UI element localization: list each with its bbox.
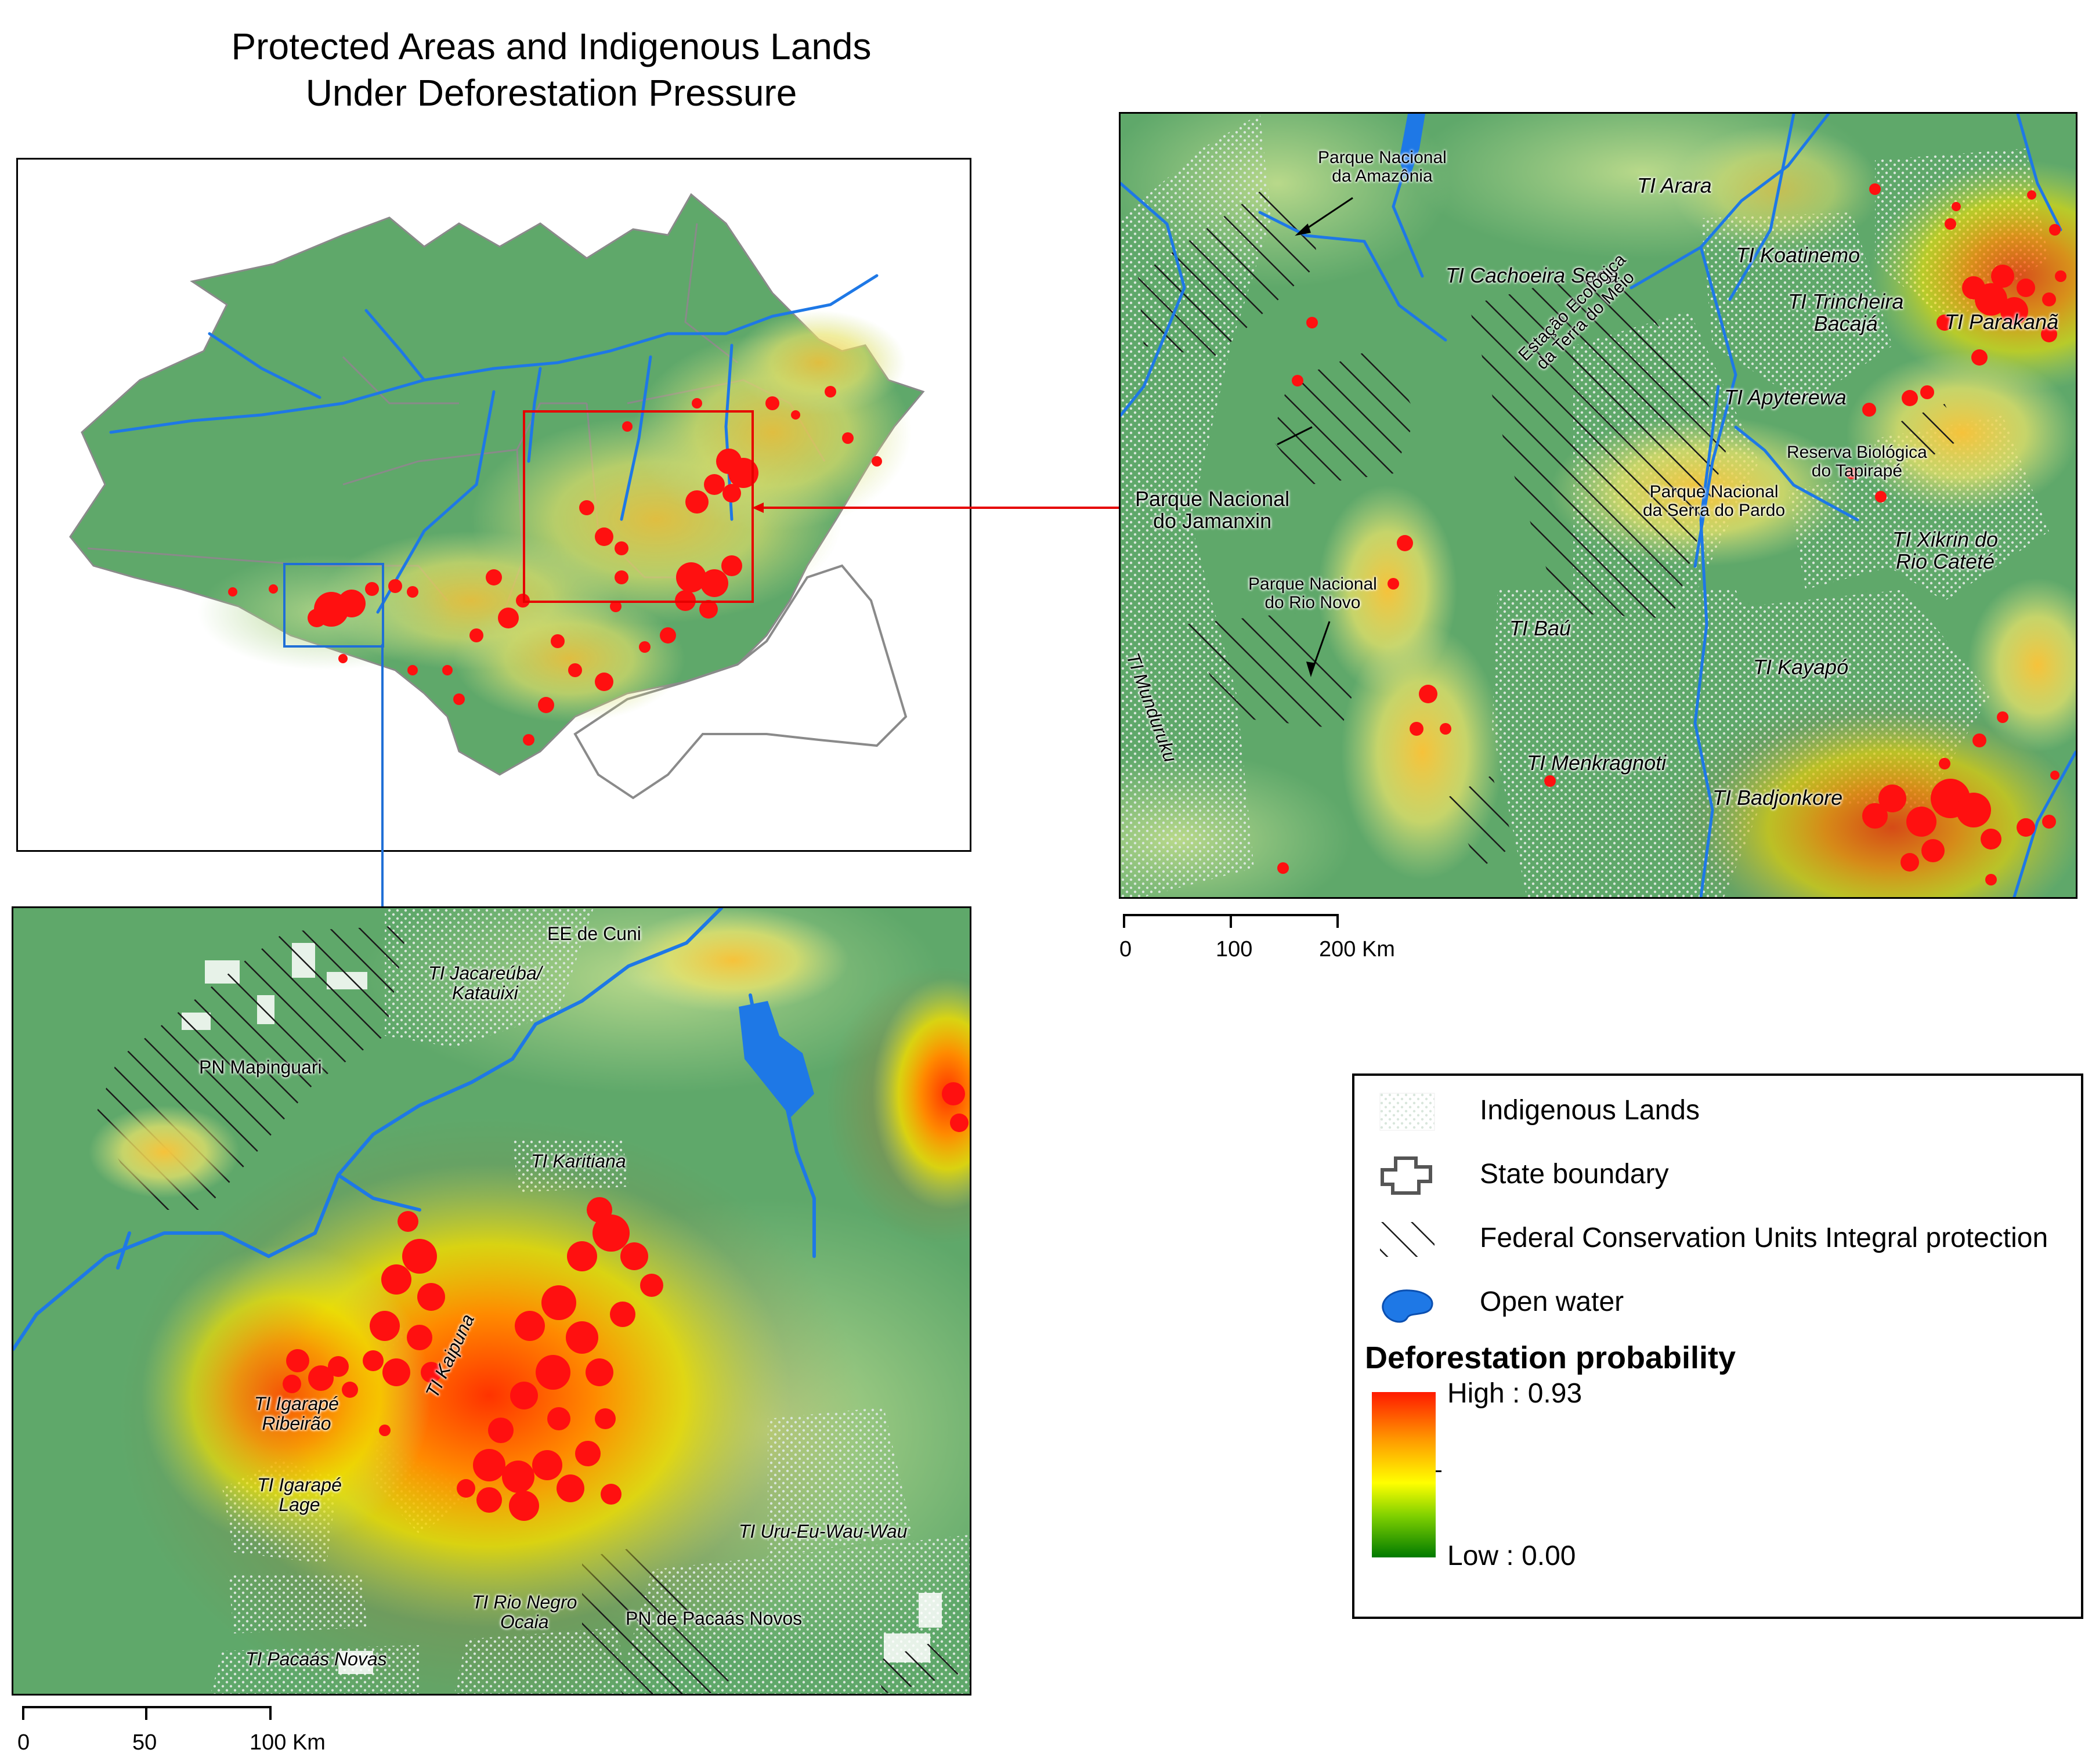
map-title-line2: Under Deforestation Pressure [305,72,797,114]
bottom-scale-100: 100 Km [250,1730,326,1755]
label-ti-jacareuba-katauixi: TI Jacareúba/ Katauixi [428,963,542,1003]
map-title-line1: Protected Areas and Indigenous Lands [231,26,872,67]
water-blob-icon [1382,1289,1433,1323]
bottom-scale-50: 50 [132,1730,157,1755]
label-pn-pacaas-novos: PN de Pacaás Novos [626,1608,803,1629]
label-ti-uru-eu-wau-wau: TI Uru-Eu-Wau-Wau [739,1521,908,1542]
label-pn-mapinguari: PN Mapinguari [199,1057,322,1078]
bottom-scale-0: 0 [17,1730,30,1755]
legend-label-state-boundary: State boundary [1480,1159,1669,1190]
label-ti-arara: TI Arara [1637,173,1712,197]
right-scale-0: 0 [1119,937,1132,961]
dot-pattern-icon [1379,1093,1435,1131]
label-ti-igarape-ribeirao: TI Igarapé Ribeirão [254,1393,339,1434]
right-map-scale-bar: 0 100 200 Km [1119,914,1413,972]
label-pn-jamanxin: Parque Nacional do Jamanxin [1135,487,1290,533]
label-ti-apyterewa: TI Apyterewa [1724,385,1847,409]
label-ti-karitiana: TI Karitiana [531,1151,626,1172]
bottom-detail-map: EE de Cuni TI Jacareúba/ Katauixi PN Map… [12,906,971,1696]
label-pn-serra-do-pardo: Parque Nacional da Serra do Pardo [1643,482,1786,520]
label-ti-trincheira-bacaja: TI Trincheira Bacajá [1788,290,1904,335]
bottom-map-scale-bar: 0 50 100 Km [17,1706,347,1764]
legend-color-ramp [1372,1392,1436,1557]
label-ti-rio-negro-ocaia: TI Rio Negro Ocaia [472,1592,577,1632]
legend-ramp-title: Deforestation probability [1365,1340,1736,1375]
label-ti-cachoeira-seca: TI Cachoeira Seca [1446,263,1619,287]
hatch-pattern-icon [1380,1222,1435,1257]
right-scale-200: 200 Km [1319,937,1395,961]
label-ti-kayapo: TI Kayapó [1753,655,1849,679]
label-ti-parakana: TI Parakanã [1945,310,2059,334]
label-ti-koatinemo: TI Koatinemo [1736,243,1860,267]
overview-map [16,158,971,852]
legend-label-indigenous-lands: Indigenous Lands [1480,1095,1700,1126]
label-pn-amazonia: Parque Nacional da Amazônia [1318,148,1447,186]
label-ti-badjonkore: TI Badjonkore [1712,786,1843,809]
label-ti-menkragnoti: TI Menkragnoti [1527,751,1667,775]
label-ti-pacaas-novas: TI Pacaás Novas [245,1649,387,1669]
label-rebio-tapirape: Reserva Biológica do Tapirapé [1787,443,1927,480]
label-ti-bau: TI Baú [1509,616,1571,640]
label-ee-de-cuni: EE de Cuni [547,923,641,944]
label-ti-xikrin-rio-catete: TI Xikrin do Rio Cateté [1892,527,1999,573]
bottom-map-locator-box [283,563,384,648]
label-ti-igarape-lage: TI Igarapé Lage [257,1474,342,1515]
label-pn-rio-novo: Parque Nacional do Rio Novo [1248,574,1377,612]
right-detail-map: Parque Nacional da Amazônia TI Arara TI … [1119,112,2077,899]
state-outline-icon [1381,1156,1432,1195]
right-scale-100: 100 [1216,937,1253,961]
legend-ramp-low: Low : 0.00 [1447,1541,1576,1571]
legend-label-conservation-units: Federal Conservation Units Integral prot… [1480,1223,2048,1253]
legend-ramp-high: High : 0.93 [1447,1378,1582,1409]
legend-label-open-water: Open water [1480,1286,1624,1317]
legend: Indigenous Lands State boundary Federal … [1352,1073,2083,1619]
